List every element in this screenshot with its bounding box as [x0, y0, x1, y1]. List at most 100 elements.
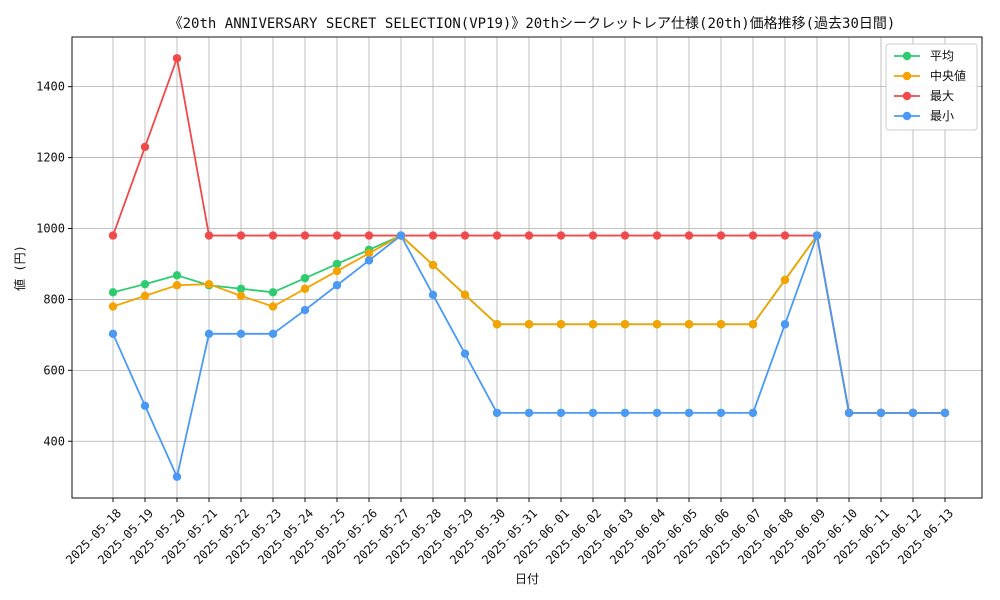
- data-point: [300, 284, 310, 293]
- legend-label: 最大: [930, 89, 954, 103]
- legend-swatch-marker: [902, 71, 912, 81]
- data-point: [332, 266, 342, 276]
- data-point: [300, 305, 310, 315]
- data-point: [332, 259, 342, 269]
- data-point: [556, 408, 566, 418]
- data-point: [236, 291, 246, 301]
- data-point: [108, 231, 118, 240]
- data-point: [172, 472, 182, 481]
- data-point: [172, 281, 182, 290]
- series-2: [108, 231, 950, 418]
- data-point: [684, 408, 694, 418]
- data-point: [748, 320, 758, 329]
- data-point: [204, 329, 214, 339]
- data-point: [268, 302, 278, 311]
- data-point: [332, 281, 342, 290]
- data-point: [108, 288, 118, 297]
- data-point: [492, 320, 502, 329]
- legend-label: 中央値: [930, 68, 966, 83]
- data-point: [780, 320, 790, 329]
- legend-swatch-marker: [902, 111, 912, 121]
- data-point: [588, 408, 598, 418]
- data-point: [684, 231, 694, 240]
- data-point: [204, 279, 214, 289]
- data-point: [492, 231, 502, 240]
- data-point: [172, 271, 182, 280]
- data-point: [620, 408, 630, 418]
- data-point: [556, 320, 566, 329]
- data-point: [716, 408, 726, 418]
- data-point: [108, 329, 118, 339]
- data-point: [620, 320, 630, 329]
- data-point: [460, 231, 470, 240]
- data-point: [524, 231, 534, 240]
- data-point: [524, 320, 534, 329]
- data-point: [588, 320, 598, 329]
- data-point: [364, 249, 374, 258]
- data-point: [876, 408, 886, 418]
- data-point: [428, 231, 438, 240]
- data-point: [492, 408, 502, 418]
- data-point: [300, 231, 310, 240]
- data-point: [460, 349, 470, 358]
- data-point: [140, 291, 150, 301]
- legend-item: 最小: [894, 109, 954, 123]
- data-point: [908, 408, 918, 418]
- y-axis: 400 600 800 1000 1200 1400: [36, 80, 72, 448]
- y-tick-label: 1400: [36, 80, 65, 94]
- x-axis-label: 日付: [515, 572, 539, 586]
- data-point: [748, 408, 758, 418]
- y-tick-label: 600: [43, 363, 65, 377]
- data-point: [140, 401, 150, 410]
- data-point: [780, 231, 790, 240]
- legend-item: 中央値: [894, 68, 966, 83]
- legend-label: 最小: [930, 109, 954, 123]
- data-point: [780, 275, 790, 285]
- data-point: [300, 273, 310, 283]
- series-4: [108, 231, 950, 481]
- data-point: [140, 279, 150, 289]
- x-axis: 2025-05-182025-05-192025-05-202025-05-21…: [63, 498, 956, 567]
- data-point: [364, 231, 374, 240]
- data-point: [268, 288, 278, 297]
- data-point: [332, 231, 342, 240]
- legend-label: 平均: [930, 49, 954, 63]
- legend-item: 平均: [894, 49, 954, 63]
- legend-box: [885, 43, 978, 131]
- data-point: [236, 329, 246, 339]
- data-point: [748, 231, 758, 240]
- data-point: [268, 231, 278, 240]
- grid-layer: [72, 37, 982, 498]
- data-point: [620, 231, 630, 240]
- data-point: [108, 302, 118, 311]
- y-tick-label: 1200: [36, 151, 65, 165]
- data-point: [268, 329, 278, 339]
- data-point: [172, 54, 182, 63]
- y-axis-label: 値 (円): [12, 245, 27, 291]
- y-tick-label: 400: [43, 434, 65, 448]
- legend-swatch-marker: [902, 91, 912, 101]
- plot-frame: [71, 36, 983, 499]
- data-point: [396, 231, 406, 240]
- data-point: [844, 408, 854, 418]
- data-point: [940, 408, 950, 418]
- data-point: [204, 231, 214, 240]
- y-tick-label: 800: [43, 292, 65, 306]
- data-point: [812, 231, 822, 240]
- data-point: [236, 231, 246, 240]
- y-tick-label: 1000: [36, 221, 65, 235]
- data-point: [684, 320, 694, 329]
- data-point: [364, 256, 374, 265]
- data-point: [428, 290, 438, 300]
- legend-item: 最大: [894, 89, 954, 103]
- legend-swatch-marker: [902, 51, 912, 61]
- data-point: [588, 231, 598, 240]
- data-point: [460, 290, 470, 300]
- data-point: [652, 231, 662, 240]
- data-point: [652, 320, 662, 329]
- data-point: [524, 408, 534, 418]
- data-point: [236, 284, 246, 293]
- data-point: [428, 260, 438, 270]
